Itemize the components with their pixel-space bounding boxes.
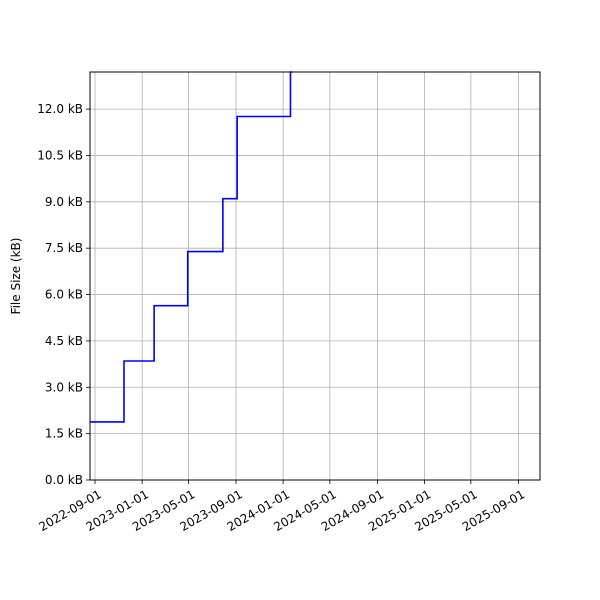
- plot-frame: [89, 71, 541, 481]
- y-axis-label: File Size (kB): [9, 238, 23, 315]
- y-tick-label: 1.5 kB: [45, 427, 83, 441]
- y-tick-label: 0.0 kB: [45, 473, 83, 487]
- y-tick-label: 7.5 kB: [45, 241, 83, 255]
- series-line: [90, 71, 293, 423]
- plot-background: [90, 72, 540, 480]
- grid-lines: [90, 72, 540, 481]
- x-axis: 2022-09-012023-01-012023-05-012023-09-01…: [37, 480, 527, 534]
- y-tick-label: 6.0 kB: [45, 288, 83, 302]
- y-tick-label: 3.0 kB: [45, 380, 83, 394]
- y-tick-label: 12.0 kB: [37, 102, 83, 116]
- series-group: [90, 71, 293, 423]
- y-axis: 0.0 kB 1.5 kB 3.0 kB 4.5 kB 6.0 kB 7.5 kB 9.0 …: [37, 102, 90, 487]
- y-tick-label: 4.5 kB: [45, 334, 83, 348]
- y-tick-label: 9.0 kB: [45, 195, 83, 209]
- y-tick-label: 10.5 kB: [37, 148, 83, 162]
